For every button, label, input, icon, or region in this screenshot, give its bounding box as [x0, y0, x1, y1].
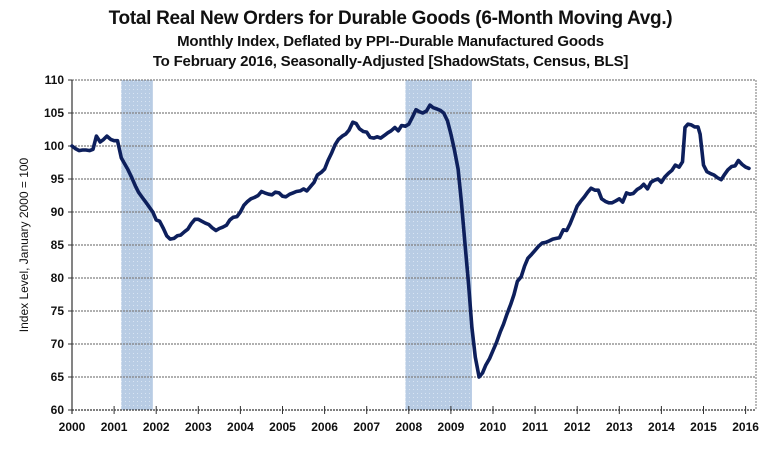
x-tick-label: 2014: [648, 420, 675, 434]
x-tick-label: 2005: [269, 420, 296, 434]
y-tick-label: 90: [51, 205, 65, 219]
axes: [71, 80, 757, 414]
x-tick-label: 2007: [353, 420, 380, 434]
y-tick-label: 80: [51, 271, 65, 285]
x-tick-label: 2003: [185, 420, 212, 434]
y-axis-label: Index Level, January 2000 = 100: [17, 157, 31, 332]
x-tick-label: 2015: [690, 420, 717, 434]
x-tick-label: 2004: [227, 420, 254, 434]
x-tick-label: 2002: [143, 420, 170, 434]
chart-title: Total Real New Orders for Durable Goods …: [108, 8, 673, 29]
y-tick-label: 100: [44, 139, 64, 153]
x-tick-label: 2016: [732, 420, 759, 434]
x-tick-label: 2000: [59, 420, 86, 434]
tick-labels: 60 65 70 75 80 85 90 95 100 105 110 2000 2001 2002 200…: [44, 73, 759, 434]
y-tick-label: 70: [51, 337, 65, 351]
y-tick-label: 65: [51, 370, 65, 384]
y-tick-label: 95: [51, 172, 65, 186]
x-tick-label: 2008: [395, 420, 422, 434]
series-line-durable-goods: [70, 103, 751, 379]
x-tick-label: 2013: [606, 420, 633, 434]
x-tick-label: 2001: [101, 420, 128, 434]
y-tick-label: 110: [45, 73, 65, 87]
y-tick-label: 85: [51, 238, 65, 252]
chart-subtitle: Monthly Index, Deflated by PPI--Durable …: [177, 33, 604, 50]
y-tick-label: 75: [51, 304, 65, 318]
x-tick-label: 2010: [480, 420, 507, 434]
x-tick-label: 2012: [564, 420, 591, 434]
x-tick-label: 2006: [311, 420, 338, 434]
x-tick-label: 2009: [438, 420, 465, 434]
y-tick-label: 60: [51, 403, 65, 417]
series-layer: [70, 103, 751, 379]
y-tick-label: 105: [44, 106, 64, 120]
gridlines: [68, 79, 756, 411]
chart-subtitle-2: To February 2016, Seasonally-Adjusted [S…: [152, 53, 629, 70]
recession-bands: [121, 80, 472, 410]
x-tick-label: 2011: [522, 420, 548, 434]
